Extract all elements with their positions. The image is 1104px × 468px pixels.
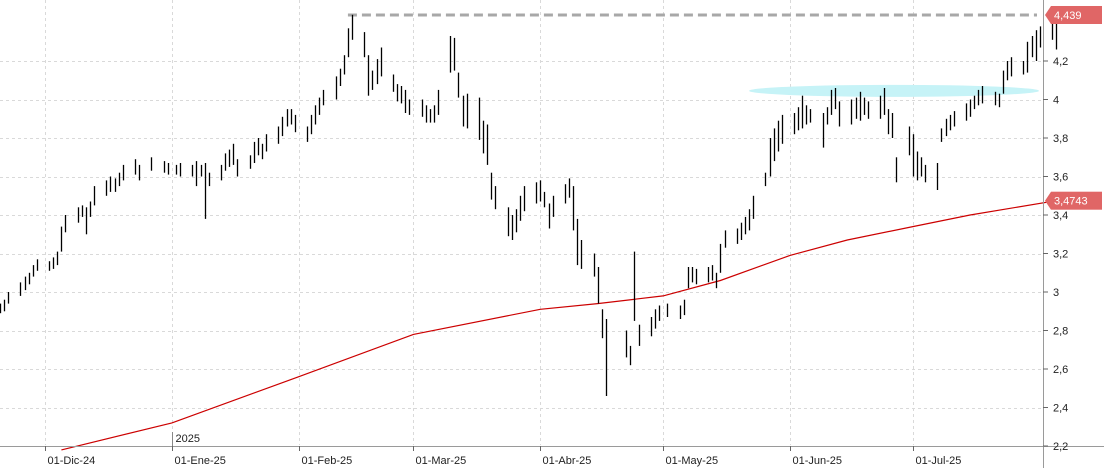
y-tick-label: 2,6: [1053, 364, 1068, 376]
price-label-pointer: [1045, 191, 1051, 210]
x-tick-label: 01-Ene-25: [175, 455, 226, 467]
price-label-text: 3,4743: [1054, 196, 1088, 208]
x-tick-label: 01-Abr-25: [543, 455, 592, 467]
y-tick-label: 4,2: [1053, 56, 1068, 68]
x-tick-label: 01-Mar-25: [416, 455, 467, 467]
x-tick-label: 01-Jun-25: [793, 455, 843, 467]
price-label-box: [1051, 5, 1102, 24]
y-tick-label: 3,4: [1053, 210, 1068, 222]
moving-average-layer: [61, 200, 1057, 451]
price-label-badge: 4,439: [1045, 5, 1102, 24]
y-tick-label: 3: [1053, 287, 1059, 299]
y-tick-label: 2,2: [1053, 441, 1068, 453]
y-tick-label: 2,8: [1053, 326, 1068, 338]
price-labels: 4,439 3,4743: [1045, 5, 1102, 210]
y-tick-label: 4: [1053, 95, 1059, 107]
price-label-box: [1051, 191, 1102, 210]
x-tick-label: 01-Jul-25: [916, 455, 962, 467]
price-label-text: 4,439: [1054, 10, 1082, 22]
y-tick-label: 3,8: [1053, 133, 1068, 145]
y-tick-label: 3,2: [1053, 249, 1068, 261]
moving-average-line: [61, 200, 1057, 451]
x-tick-label: 01-Feb-25: [302, 455, 353, 467]
year-label: 2025: [176, 433, 200, 445]
x-tick-label: 01-May-25: [666, 455, 719, 467]
y-tick-label: 2,4: [1053, 403, 1068, 415]
y-tick-label: 3,6: [1053, 172, 1068, 184]
resistance-zone: [749, 84, 1039, 97]
highlight-zones: [347, 13, 1039, 97]
price-label-pointer: [1045, 5, 1051, 24]
gridlines: [0, 0, 1043, 447]
price-bars-layer: [0, 12, 1058, 396]
price-label-badge: 3,4743: [1045, 191, 1102, 210]
x-tick-label: 01-Dic-24: [48, 455, 96, 467]
